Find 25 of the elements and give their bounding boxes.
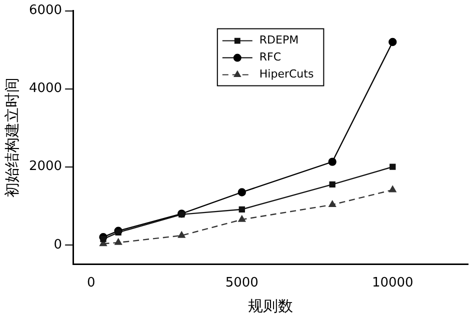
x-tick-label: 10000 [372,276,414,291]
point [329,181,336,188]
point [389,186,396,192]
y-axis-title: 初始结构建立时间 [2,78,21,198]
legend-label: RFC [259,50,282,64]
point [178,231,186,238]
point [100,236,106,242]
y-tick-label: 4000 [28,81,62,96]
x-tick-label: 0 [87,276,96,291]
y-tick-label: 6000 [28,3,62,18]
legend-label: HiperCuts [259,68,314,81]
point [114,238,122,245]
y-tick-label: 0 [54,237,62,252]
point [115,229,122,236]
x-axis-title: 规则数 [248,296,294,315]
y-tick-label: 2000 [28,159,62,174]
point [328,158,336,166]
point [238,215,246,222]
point [328,200,336,208]
x-tick-label: 5000 [225,276,258,291]
point [238,188,246,196]
legend-label: RDEPM [259,34,299,47]
point [388,38,397,46]
point [238,206,245,212]
point [390,164,396,170]
